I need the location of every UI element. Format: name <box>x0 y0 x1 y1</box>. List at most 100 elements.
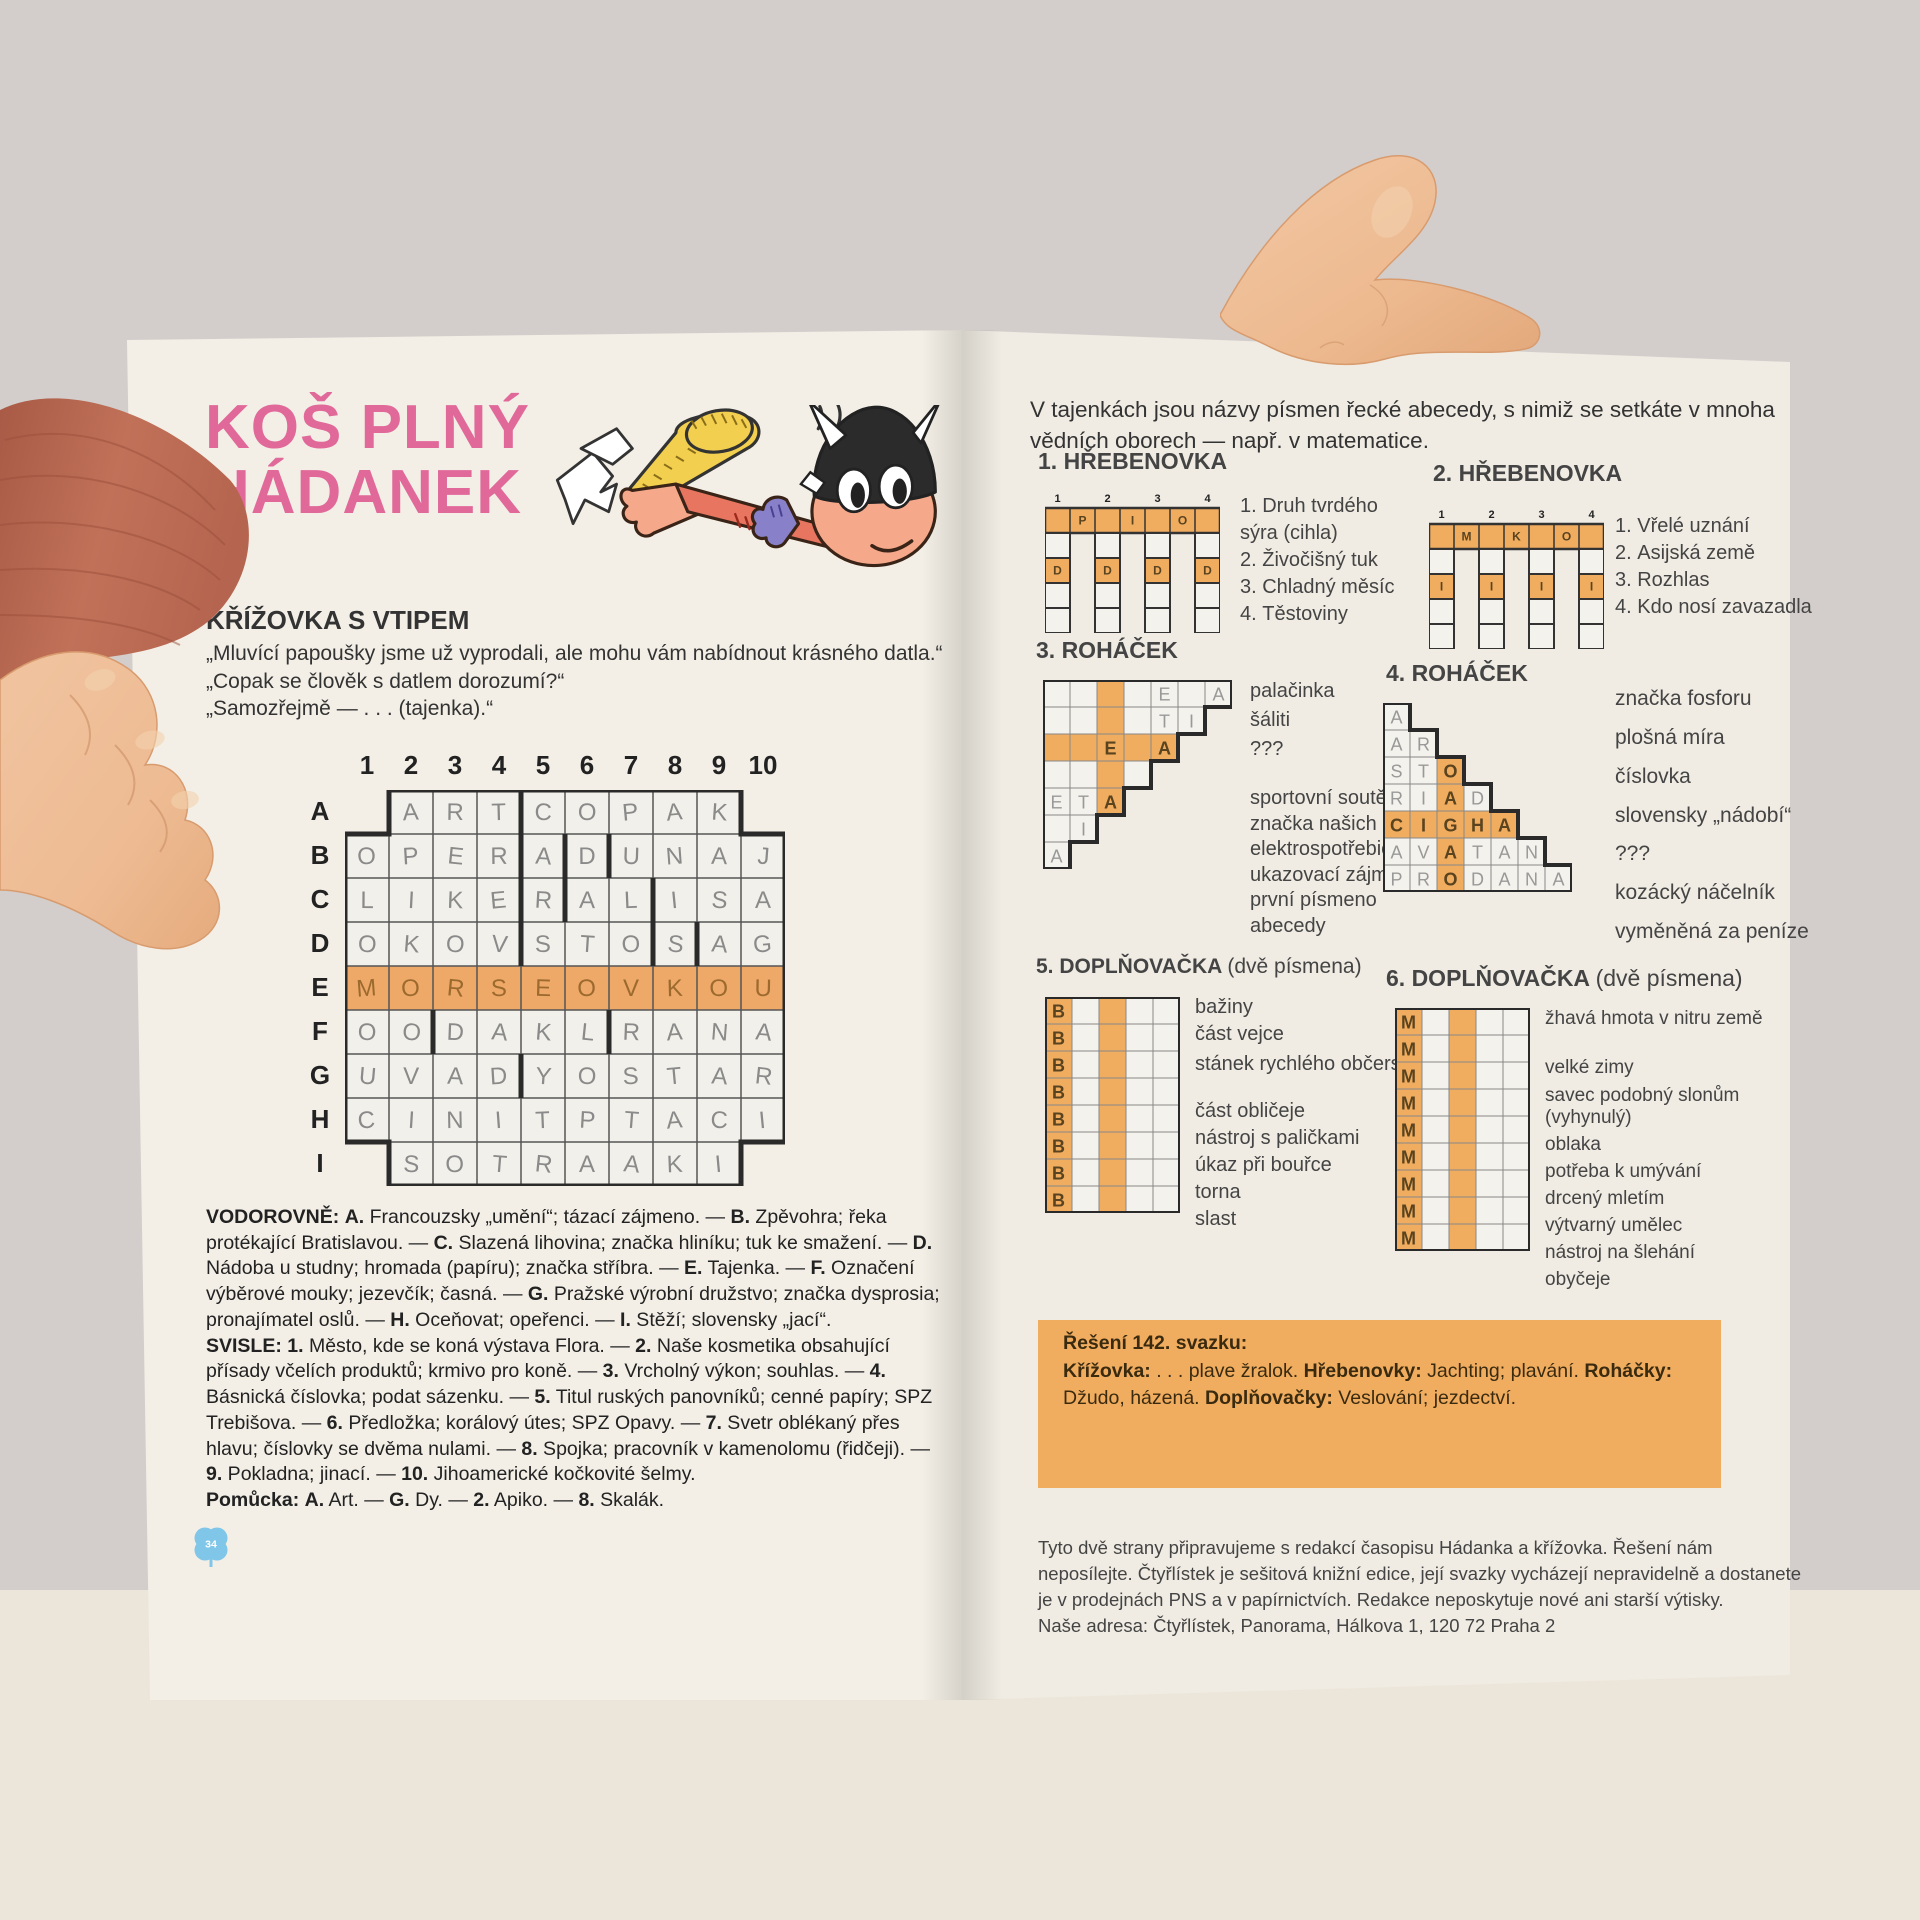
svg-text:N: N <box>1525 870 1538 890</box>
svg-text:V: V <box>490 930 508 958</box>
svg-text:A: A <box>1050 847 1062 867</box>
svg-text:R: R <box>490 843 508 870</box>
svg-text:N: N <box>710 1018 729 1046</box>
svg-text:T: T <box>623 1106 640 1134</box>
svg-text:1: 1 <box>1054 493 1060 505</box>
svg-text:M: M <box>1401 1067 1416 1087</box>
svg-text:V: V <box>623 975 639 1002</box>
svg-text:S: S <box>491 975 507 1002</box>
svg-text:2: 2 <box>1104 493 1110 505</box>
svg-text:I: I <box>407 887 415 914</box>
svg-text:V: V <box>1417 843 1429 863</box>
svg-text:E: E <box>1050 793 1062 813</box>
svg-text:L: L <box>623 887 637 915</box>
svg-text:E: E <box>446 842 465 871</box>
svg-text:B: B <box>1052 1083 1065 1103</box>
svg-text:A: A <box>711 843 728 870</box>
svg-text:G: G <box>1443 816 1457 836</box>
svg-text:B: B <box>1052 1110 1065 1130</box>
svg-text:A: A <box>1552 870 1564 890</box>
svg-text:O: O <box>1443 870 1457 890</box>
svg-text:B: B <box>1052 1002 1065 1022</box>
svg-text:T: T <box>666 1062 683 1090</box>
svg-text:D: D <box>1153 564 1162 578</box>
svg-text:M: M <box>1401 1202 1416 1222</box>
svg-text:L: L <box>580 1018 596 1046</box>
svg-text:A: A <box>1444 789 1457 809</box>
svg-text:E: E <box>535 975 552 1002</box>
svg-text:M: M <box>1462 530 1472 544</box>
svg-text:B: B <box>1052 1137 1065 1157</box>
svg-text:N: N <box>446 1107 464 1134</box>
svg-text:A: A <box>579 887 596 914</box>
svg-text:A: A <box>711 1062 729 1090</box>
svg-text:B: B <box>1052 1029 1065 1049</box>
svg-text:C: C <box>710 1107 728 1134</box>
svg-text:K: K <box>666 1151 683 1179</box>
svg-text:T: T <box>491 799 507 826</box>
svg-text:N: N <box>665 842 684 870</box>
svg-text:T: T <box>1159 712 1170 732</box>
svg-text:A: A <box>1390 843 1402 863</box>
svg-text:1: 1 <box>1438 509 1444 521</box>
svg-text:R: R <box>1417 735 1430 755</box>
svg-text:I: I <box>1421 816 1426 836</box>
svg-text:T: T <box>535 1107 551 1135</box>
svg-text:P: P <box>1390 870 1402 890</box>
svg-text:S: S <box>666 930 684 958</box>
svg-text:B: B <box>1052 1191 1065 1211</box>
svg-text:A: A <box>1390 735 1402 755</box>
svg-text:O: O <box>709 975 729 1003</box>
svg-text:I: I <box>1189 712 1194 732</box>
svg-text:A: A <box>1212 685 1224 705</box>
svg-text:3: 3 <box>1154 493 1160 505</box>
svg-text:4: 4 <box>1588 509 1595 521</box>
svg-text:D: D <box>1203 564 1212 578</box>
svg-text:A: A <box>755 887 771 914</box>
svg-text:P: P <box>579 1107 596 1135</box>
svg-text:D: D <box>1471 870 1484 890</box>
svg-text:I: I <box>1081 820 1086 840</box>
svg-text:O: O <box>1562 530 1571 544</box>
svg-text:M: M <box>1401 1175 1416 1195</box>
svg-text:O: O <box>445 931 465 959</box>
svg-text:A: A <box>665 1106 684 1134</box>
svg-text:R: R <box>622 1019 640 1047</box>
svg-text:O: O <box>578 799 597 826</box>
svg-text:C: C <box>1390 816 1403 836</box>
svg-text:P: P <box>621 798 639 826</box>
svg-text:B: B <box>1052 1164 1065 1184</box>
svg-text:R: R <box>1390 789 1403 809</box>
svg-text:R: R <box>534 1150 554 1179</box>
svg-text:O: O <box>1443 762 1457 782</box>
svg-text:A: A <box>579 1151 595 1178</box>
svg-text:O: O <box>578 1063 597 1090</box>
svg-text:A: A <box>665 798 684 826</box>
svg-text:A: A <box>535 842 553 870</box>
svg-text:A: A <box>711 930 729 958</box>
svg-text:N: N <box>1525 843 1538 863</box>
svg-text:D: D <box>1053 564 1062 578</box>
svg-text:E: E <box>1158 685 1170 705</box>
svg-text:O: O <box>577 975 597 1003</box>
svg-text:I: I <box>1421 789 1426 809</box>
svg-text:U: U <box>754 975 772 1002</box>
svg-text:P: P <box>1078 514 1086 528</box>
svg-text:A: A <box>1498 843 1510 863</box>
svg-text:A: A <box>754 1018 773 1046</box>
svg-text:O: O <box>1178 514 1187 528</box>
svg-text:S: S <box>622 1063 639 1091</box>
svg-text:K: K <box>1512 530 1521 544</box>
svg-text:J: J <box>757 843 771 871</box>
svg-text:M: M <box>1401 1148 1416 1168</box>
svg-text:D: D <box>1103 564 1112 578</box>
svg-text:A: A <box>1158 739 1171 759</box>
svg-text:R: R <box>754 1062 774 1091</box>
svg-text:S: S <box>1390 762 1402 782</box>
svg-text:T: T <box>1418 762 1429 782</box>
svg-text:A: A <box>1498 870 1510 890</box>
svg-text:M: M <box>1401 1094 1416 1114</box>
svg-text:T: T <box>1472 843 1483 863</box>
svg-text:D: D <box>1471 789 1484 809</box>
svg-text:R: R <box>446 974 466 1003</box>
